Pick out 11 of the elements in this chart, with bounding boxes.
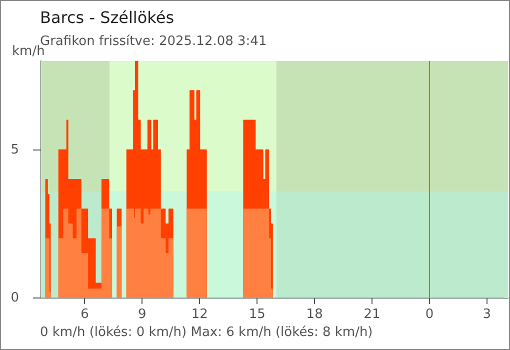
x-tick-label: 0 <box>425 307 434 322</box>
x-tick-label: 15 <box>248 307 266 322</box>
x-tick-label: 6 <box>80 307 89 322</box>
x-tick-label: 18 <box>306 307 323 322</box>
y-tick-label: 5 <box>10 142 19 158</box>
x-tick-label: 21 <box>364 307 380 322</box>
text: 0 km/h (lökés: 0 km/h) Max: 6 km/h (lökés: 8 km/h) <box>40 325 373 340</box>
x-tick-label: 9 <box>138 307 146 322</box>
x-tick-label: 3 <box>482 307 492 322</box>
x-tick-label: 12 <box>191 307 208 322</box>
chart-title: Barcs - Széllökés <box>40 8 174 27</box>
